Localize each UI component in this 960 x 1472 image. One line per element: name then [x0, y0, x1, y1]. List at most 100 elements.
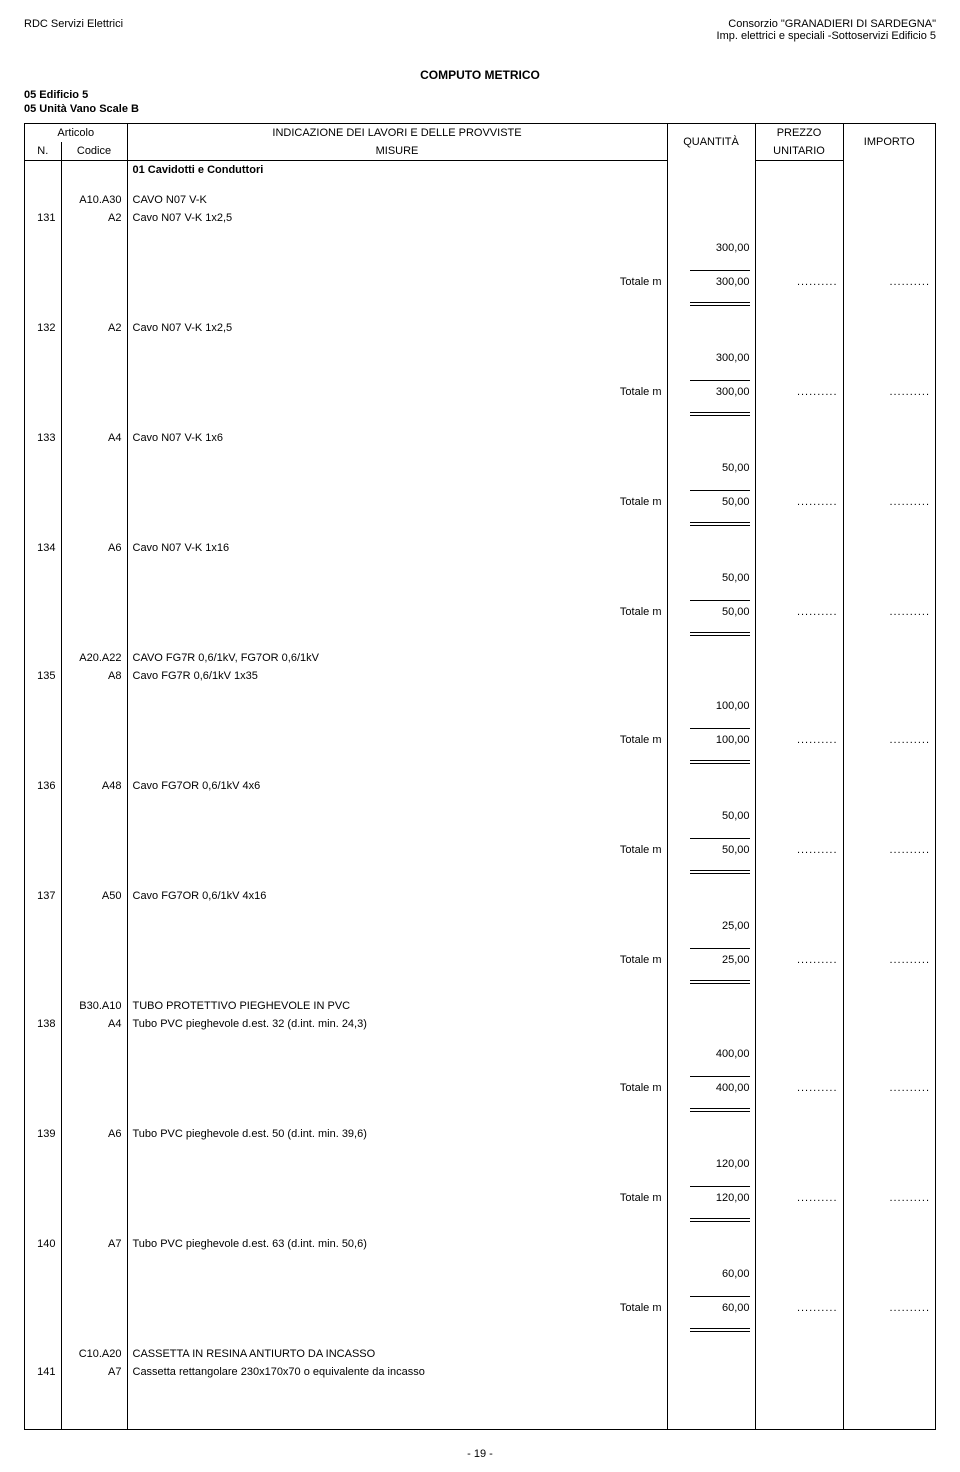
item-n: 132 [25, 319, 61, 337]
item-desc: Cavo N07 V-K 1x6 [127, 429, 667, 447]
item-desc: Cavo N07 V-K 1x2,5 [127, 319, 667, 337]
subheader-2: 05 Unità Vano Scale B [24, 102, 936, 116]
th-importo: IMPORTO [843, 124, 935, 161]
section-title: 01 Cavidotti e Conduttori [127, 160, 667, 179]
th-n: N. [25, 142, 61, 161]
header-right-2: Imp. elettrici e speciali -Sottoservizi … [717, 30, 936, 42]
importo-dots: .......... [843, 841, 935, 859]
group-desc: TUBO PROTETTIVO PIEGHEVOLE IN PVC [127, 997, 667, 1015]
group-desc: CAVO N07 V-K [127, 191, 667, 209]
item-n: 141 [25, 1363, 61, 1381]
group-code: B30.A10 [61, 997, 127, 1015]
item-value: 50,00 [667, 569, 755, 587]
importo-dots: .......... [843, 603, 935, 621]
item-desc: Cavo N07 V-K 1x2,5 [127, 209, 667, 227]
item-n: 134 [25, 539, 61, 557]
item-code: A4 [61, 1015, 127, 1033]
item-total: 100,00 [667, 731, 755, 749]
item-code: A48 [61, 777, 127, 795]
item-value: 100,00 [667, 697, 755, 715]
item-value: 300,00 [667, 349, 755, 367]
item-total-label: Totale m [127, 841, 667, 859]
group-desc: CAVO FG7R 0,6/1kV, FG7OR 0,6/1kV [127, 649, 667, 667]
item-n: 136 [25, 777, 61, 795]
item-total-label: Totale m [127, 383, 667, 401]
item-n: 140 [25, 1235, 61, 1253]
item-n: 131 [25, 209, 61, 227]
importo-dots: .......... [843, 951, 935, 969]
group-code: A10.A30 [61, 191, 127, 209]
item-value: 50,00 [667, 807, 755, 825]
item-total-label: Totale m [127, 1079, 667, 1097]
item-value: 50,00 [667, 459, 755, 477]
importo-dots: .......... [843, 1299, 935, 1317]
item-total: 60,00 [667, 1299, 755, 1317]
item-desc: Cavo FG7OR 0,6/1kV 4x16 [127, 887, 667, 905]
item-total-label: Totale m [127, 731, 667, 749]
importo-dots: .......... [843, 273, 935, 291]
price-dots: .......... [755, 951, 843, 969]
item-total: 25,00 [667, 951, 755, 969]
price-dots: .......... [755, 603, 843, 621]
item-n: 137 [25, 887, 61, 905]
item-code: A50 [61, 887, 127, 905]
importo-dots: .......... [843, 1189, 935, 1207]
item-total: 400,00 [667, 1079, 755, 1097]
item-code: A6 [61, 1125, 127, 1143]
header-right-1: Consorzio "GRANADIERI DI SARDEGNA" [717, 18, 936, 30]
price-dots: .......... [755, 273, 843, 291]
item-n: 133 [25, 429, 61, 447]
doc-title: COMPUTO METRICO [24, 68, 936, 82]
item-n: 139 [25, 1125, 61, 1143]
item-value: 300,00 [667, 239, 755, 257]
price-dots: .......... [755, 1189, 843, 1207]
item-code: A6 [61, 539, 127, 557]
item-code: A7 [61, 1363, 127, 1381]
group-code: C10.A20 [61, 1345, 127, 1363]
item-desc: Cassetta rettangolare 230x170x70 o equiv… [127, 1363, 667, 1381]
item-value: 120,00 [667, 1155, 755, 1173]
item-value: 60,00 [667, 1265, 755, 1283]
item-code: A2 [61, 319, 127, 337]
importo-dots: .......... [843, 493, 935, 511]
price-dots: .......... [755, 731, 843, 749]
price-dots: .......... [755, 493, 843, 511]
item-desc: Tubo PVC pieghevole d.est. 32 (d.int. mi… [127, 1015, 667, 1033]
price-dots: .......... [755, 383, 843, 401]
item-total: 300,00 [667, 383, 755, 401]
importo-dots: .......... [843, 731, 935, 749]
item-n: 138 [25, 1015, 61, 1033]
item-total: 50,00 [667, 493, 755, 511]
item-value: 25,00 [667, 917, 755, 935]
item-total: 300,00 [667, 273, 755, 291]
item-total-label: Totale m [127, 1299, 667, 1317]
importo-dots: .......... [843, 383, 935, 401]
item-desc: Cavo N07 V-K 1x16 [127, 539, 667, 557]
th-indicazione: INDICAZIONE DEI LAVORI E DELLE PROVVISTE [127, 124, 667, 142]
item-value: 400,00 [667, 1045, 755, 1063]
item-total-label: Totale m [127, 273, 667, 291]
item-code: A2 [61, 209, 127, 227]
th-misure: MISURE [127, 142, 667, 161]
item-total: 120,00 [667, 1189, 755, 1207]
item-total-label: Totale m [127, 1189, 667, 1207]
subheader-1: 05 Edificio 5 [24, 88, 936, 102]
item-total-label: Totale m [127, 951, 667, 969]
th-prezzo: PREZZO [755, 124, 843, 142]
item-desc: Cavo FG7OR 0,6/1kV 4x6 [127, 777, 667, 795]
item-code: A4 [61, 429, 127, 447]
price-dots: .......... [755, 1299, 843, 1317]
th-codice: Codice [61, 142, 127, 161]
group-desc: CASSETTA IN RESINA ANTIURTO DA INCASSO [127, 1345, 667, 1363]
item-code: A8 [61, 667, 127, 685]
price-dots: .......... [755, 841, 843, 859]
group-code: A20.A22 [61, 649, 127, 667]
page-footer: - 19 - [24, 1448, 936, 1460]
price-dots: .......... [755, 1079, 843, 1097]
main-table: Articolo INDICAZIONE DEI LAVORI E DELLE … [24, 123, 936, 1430]
item-n: 135 [25, 667, 61, 685]
header-left: RDC Servizi Elettrici [24, 18, 123, 42]
item-total-label: Totale m [127, 603, 667, 621]
th-unitario: UNITARIO [755, 142, 843, 161]
item-desc: Tubo PVC pieghevole d.est. 50 (d.int. mi… [127, 1125, 667, 1143]
